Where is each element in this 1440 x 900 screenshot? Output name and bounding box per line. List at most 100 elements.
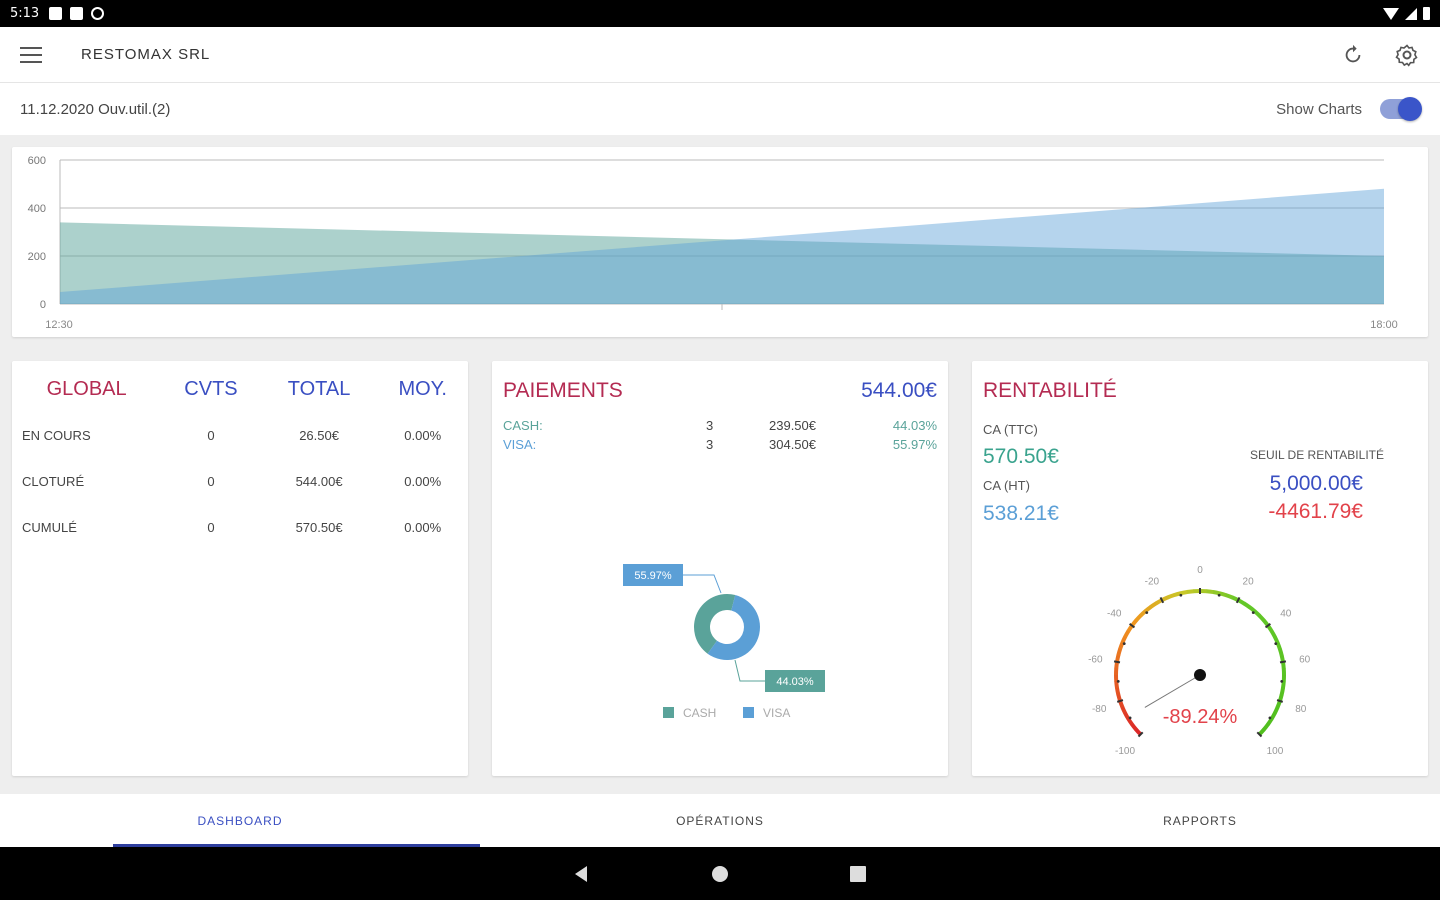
gauge-arc-segment [1277,648,1284,657]
table-row: CUMULÉ 0 570.50€ 0.00% [12,495,468,541]
payment-name: VISA: [503,437,537,452]
y-tick-label: 0 [40,299,46,311]
gauge-arc-segment [1212,590,1221,596]
gauge-tick-label: -20 [1145,577,1160,588]
gauge-tick-label: -40 [1107,609,1122,620]
row-cvts: 0 [207,519,215,535]
gauge-tick-label: -80 [1092,704,1107,715]
header-cvts: CVTS [184,377,238,400]
menu-icon[interactable] [20,46,42,63]
sync-icon [91,7,105,20]
rentabilite-gauge: -100 -80 -60 -40 -20 0 20 40 60 80 100 -89.24% [1088,565,1311,757]
gauge-minor-tick [1128,716,1132,720]
show-charts-label: Show Charts [1276,100,1362,118]
seuil-value: 5,000.00€ [1269,472,1363,495]
gauge-arc-segment [1275,642,1282,650]
gauge-arc-segment [1219,591,1227,598]
seuil-label: SEUIL DE RENTABILITÉ [1249,448,1384,462]
gauge-arc-segment [1139,609,1148,618]
gauge-minor-tick [1280,680,1284,683]
payment-donut-chart: 55.97% 44.03% CASH VISA [623,564,825,720]
signal-icon [1405,7,1417,20]
gauge-minor-tick [1268,716,1272,720]
gauge-minor-tick [1179,593,1183,597]
gauge-arc-segment [1179,590,1188,596]
payment-name: CASH: [503,418,543,433]
gauge-arc-segment [1262,723,1270,732]
tab-rapports[interactable]: RAPPORTS [960,794,1440,847]
recents-icon[interactable] [848,864,868,884]
row-cvts: 0 [207,473,215,489]
refresh-icon[interactable] [1340,42,1366,68]
gauge-tick [1276,699,1284,703]
gauge-tick-label: 100 [1267,746,1284,757]
callout-box-visa [623,564,683,586]
gauge-arc-segment [1116,648,1123,656]
toggle-knob[interactable] [1398,97,1422,121]
tab-label: OPÉRATIONS [676,813,764,828]
gauge-arc-segment [1120,706,1127,715]
session-date: 11.12.2020 Ouv.util.(2) [20,100,171,118]
gauge-tick-label: -60 [1088,654,1103,665]
gauge-arc-segment [1266,717,1274,726]
gauge-arc-segment [1160,595,1169,602]
ca-ttc-label: CA (TTC) [983,422,1038,437]
gauge-arc-segment [1248,605,1257,613]
global-table: GLOBAL CVTS TOTAL MOY. EN COURS 0 26.50€… [12,375,468,541]
ca-ht-value: 538.21€ [983,502,1059,525]
gauge-arc-segment [1237,598,1246,606]
back-icon[interactable] [572,864,592,884]
gauge-tick-label: 60 [1299,654,1311,665]
gauge-tick [1159,597,1165,604]
callout-line [734,659,765,682]
x-tick-label: 18:00 [1370,319,1398,331]
gauge-arc-segment [1242,601,1251,609]
legend-swatch-cash [663,707,674,718]
gauge-tick-label: 80 [1295,704,1307,715]
row-label: CUMULÉ [22,519,77,535]
gauge-minor-tick [1122,642,1126,646]
gauge-tick [1116,699,1124,703]
gauge-tick [1129,623,1136,629]
series-area-visa [60,188,1384,304]
gauge-arc-segment [1126,717,1134,726]
tab-label: RAPPORTS [1163,813,1237,828]
gauge-tick [1235,597,1241,604]
gauge-minor-tick [1145,611,1149,615]
difference-value: -4461.79€ [1268,500,1363,523]
callout-label-cash: 44.03% [776,676,814,688]
payment-row-visa: VISA: 3 304.50€ 55.97% [503,437,937,455]
show-charts-toggle[interactable] [1380,97,1422,121]
gauge-tick [1264,623,1271,629]
gauge-arc-segment [1269,712,1277,721]
area-chart-card: 600 400 200 0 12:30 18:00 [12,147,1428,337]
row-cvts: 0 [207,427,215,443]
legend-label-visa: VISA [763,706,790,720]
gauge-tick [1256,731,1263,738]
table-row: EN COURS 0 26.50€ 0.00% [12,403,468,449]
tab-dashboard[interactable]: DASHBOARD [0,794,480,847]
rentabilite-title: RENTABILITÉ [983,379,1117,402]
table-row: CLOTURÉ 0 544.00€ 0.00% [12,449,468,495]
gauge-arc-segment [1130,722,1138,731]
gauge-arc-segment [1272,706,1280,715]
payment-pct: 55.97% [892,437,937,452]
gauge-arc-segment [1275,700,1282,709]
row-moy: 0.00% [404,519,442,535]
series-area-cash [60,222,1384,304]
donut-slice-visa [707,595,760,660]
paiements-title: PAIEMENTS [503,379,623,402]
settings-icon[interactable] [1394,42,1420,68]
tab-label: DASHBOARD [197,813,283,828]
gauge-arc-segment [1134,613,1143,622]
row-moy: 0.00% [404,473,442,489]
home-icon[interactable] [710,864,730,884]
status-time: 5:13 [10,6,40,21]
tab-operations[interactable]: OPÉRATIONS [480,794,960,847]
legend-label-cash: CASH [683,706,716,720]
bottom-tabs: DASHBOARD OPÉRATIONS RAPPORTS [0,794,1440,847]
paiements-total: 544.00€ [861,379,937,402]
gauge-arc-segment [1167,593,1175,600]
gauge-arc-segment [1123,711,1131,720]
tab-indicator [113,844,480,847]
